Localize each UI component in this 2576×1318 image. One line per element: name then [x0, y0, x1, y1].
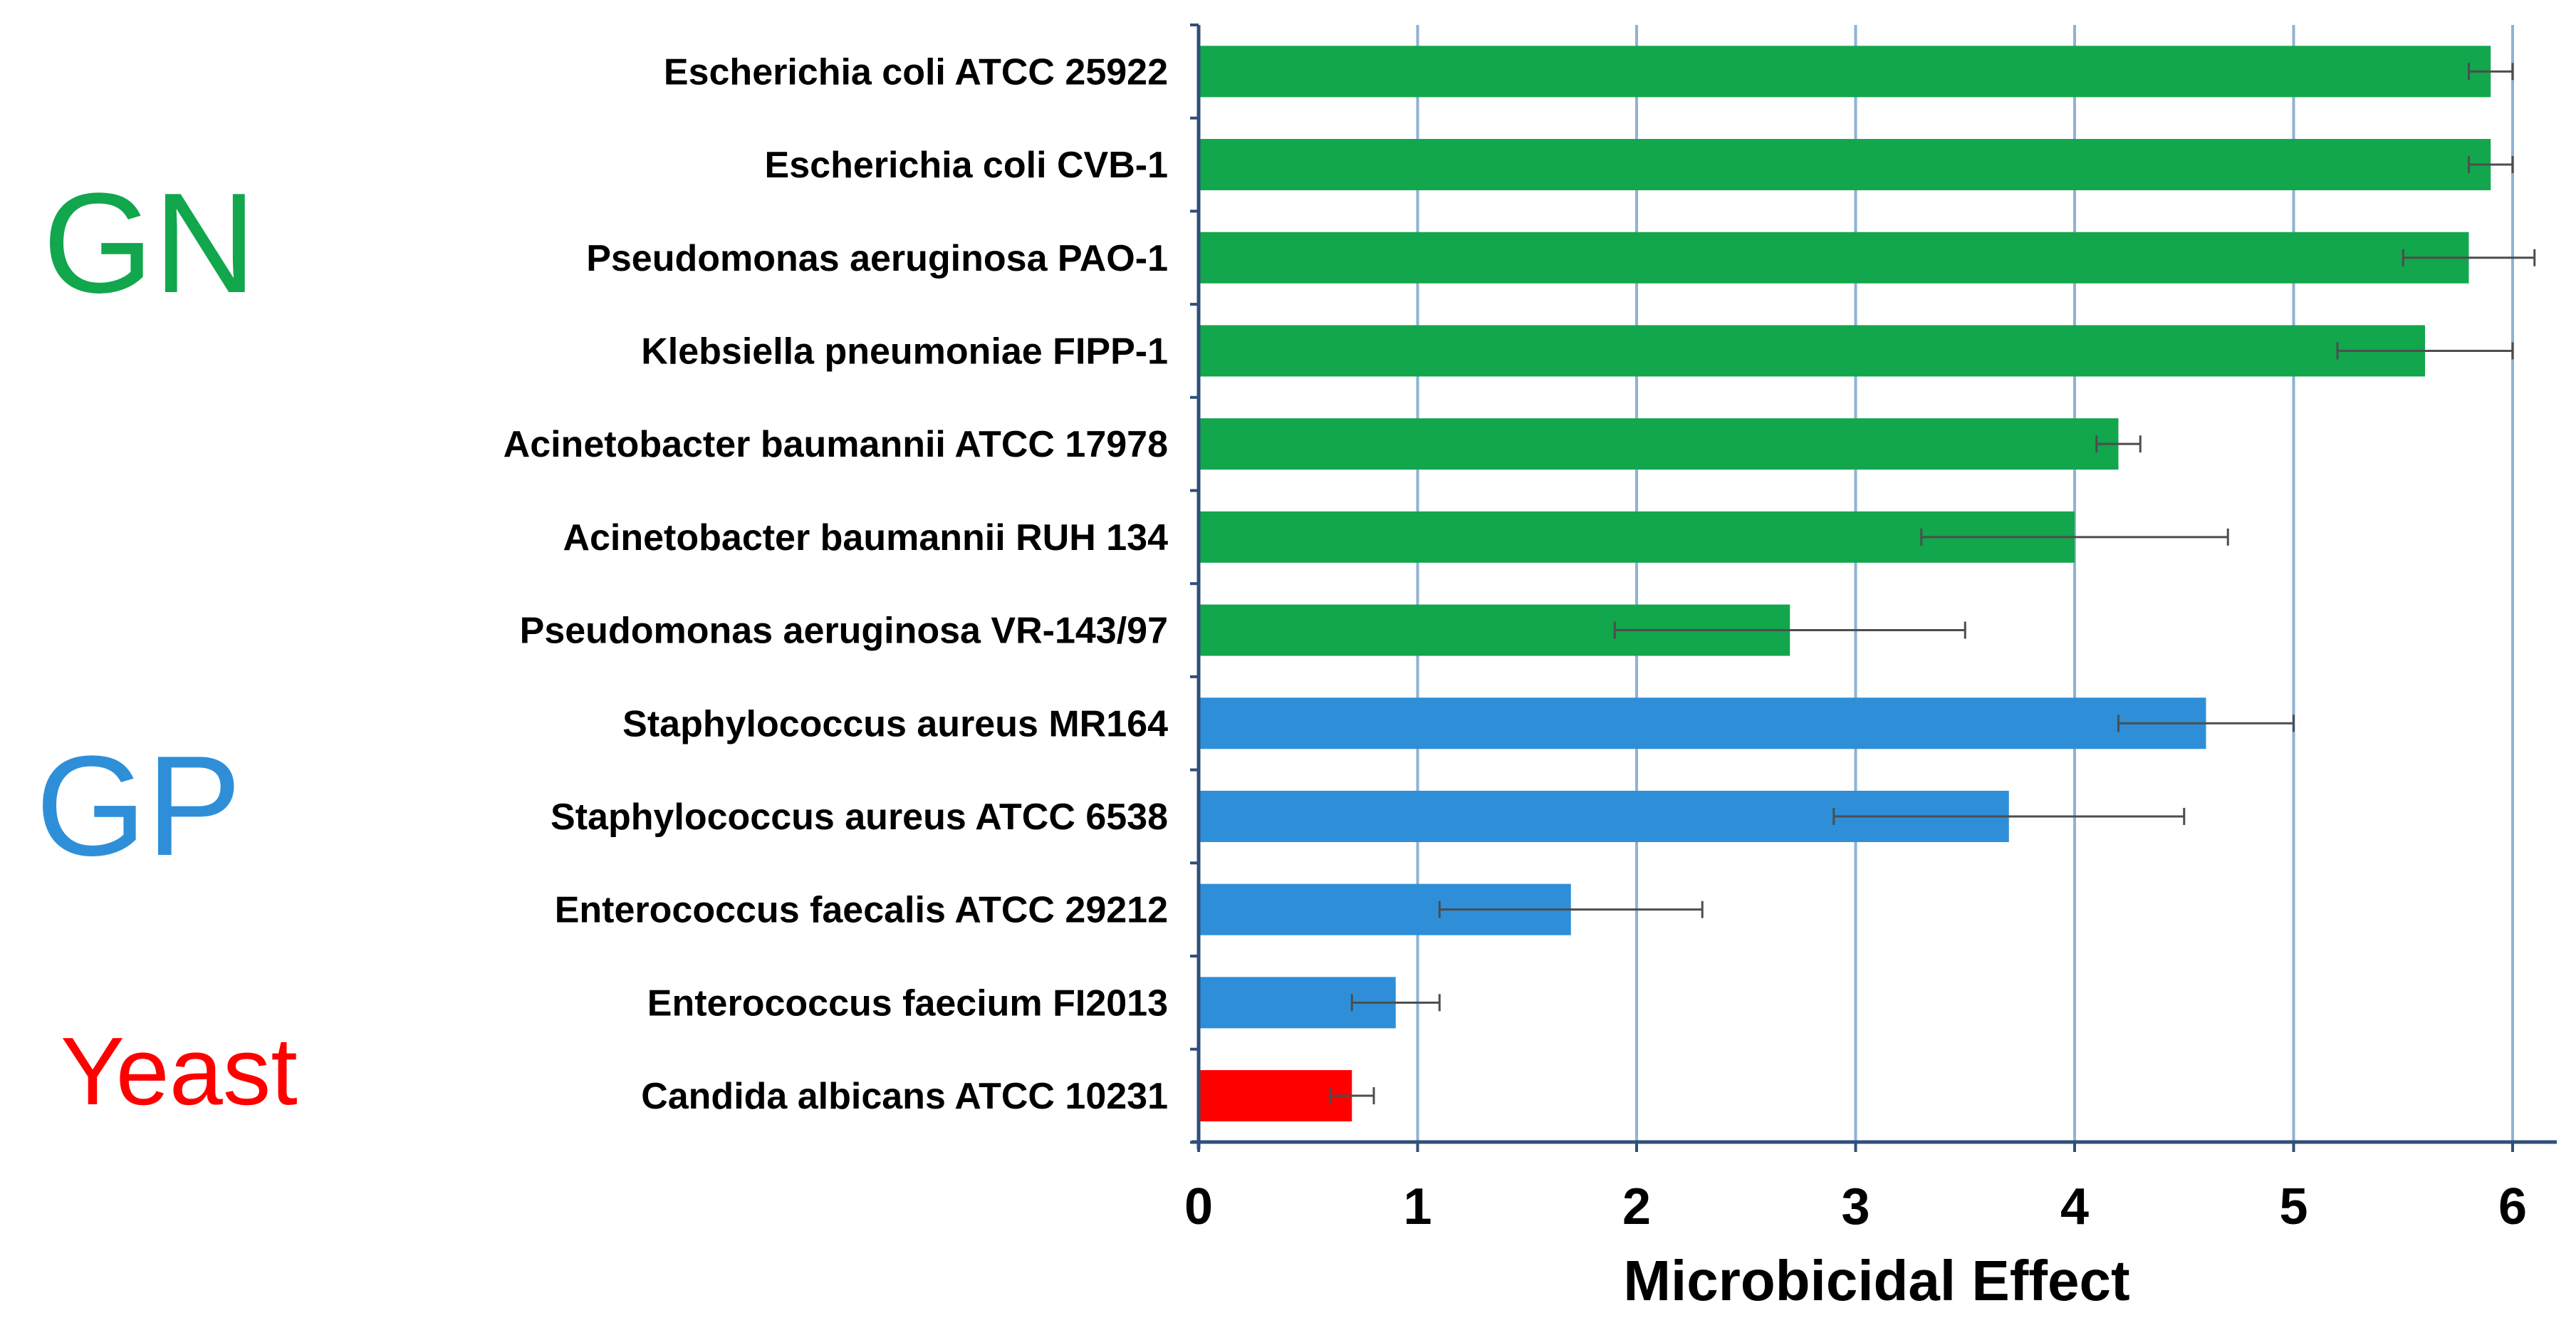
error-bar-1 — [2468, 156, 2514, 174]
error-bar-9 — [1438, 901, 1704, 918]
category-label-3: Klebsiella pneumoniae FIPP-1 — [641, 331, 1168, 372]
bar-11 — [1199, 1070, 1352, 1122]
category-label-9: Enterococcus faecalis ATCC 29212 — [555, 890, 1168, 931]
category-labels: Escherichia coli ATCC 25922 Escherichia c… — [504, 51, 1168, 1117]
category-label-2: Pseudomonas aeruginosa PAO-1 — [586, 238, 1168, 279]
category-label-11: Candida albicans ATCC 10231 — [641, 1076, 1168, 1117]
error-bar-7 — [2117, 715, 2295, 732]
x-tick-label-4: 4 — [2060, 1178, 2089, 1235]
error-bar-3 — [2336, 342, 2514, 360]
error-bar-6 — [1613, 621, 1966, 639]
error-bar-4 — [2095, 435, 2142, 453]
bar-4 — [1199, 418, 2119, 470]
bar-7 — [1199, 697, 2206, 749]
category-label-0: Escherichia coli ATCC 25922 — [664, 51, 1168, 93]
category-label-1: Escherichia coli CVB-1 — [765, 145, 1168, 186]
error-bar-10 — [1350, 994, 1441, 1012]
x-tick-label-0: 0 — [1184, 1178, 1213, 1235]
error-bars — [1329, 63, 2536, 1105]
category-label-5: Acinetobacter baumannii RUH 134 — [563, 517, 1168, 559]
x-axis-title: Microbicidal Effect — [1623, 1249, 2129, 1312]
axes — [1190, 24, 2557, 1152]
bar-0 — [1199, 46, 2491, 98]
bar-1 — [1199, 139, 2491, 191]
error-bar-8 — [1832, 807, 2186, 825]
x-tick-labels: 0 1 2 3 4 5 6 — [1184, 1178, 2527, 1235]
error-bar-0 — [2468, 63, 2514, 81]
category-label-8: Staphylococcus aureus ATCC 6538 — [551, 796, 1168, 838]
bar-3 — [1199, 325, 2425, 377]
x-tick-label-5: 5 — [2279, 1178, 2308, 1235]
bars — [1199, 46, 2491, 1122]
error-bar-2 — [2402, 249, 2536, 266]
category-label-4: Acinetobacter baumannii ATCC 17978 — [504, 424, 1168, 465]
x-tick-label-3: 3 — [1841, 1178, 1870, 1235]
group-label-gn: GN — [43, 164, 256, 323]
group-label-yeast: Yeast — [61, 1017, 298, 1125]
x-tick-label-2: 2 — [1622, 1178, 1651, 1235]
bar-2 — [1199, 232, 2469, 284]
error-bar-11 — [1329, 1087, 1375, 1105]
x-tick-label-6: 6 — [2498, 1178, 2527, 1235]
x-tick-label-1: 1 — [1403, 1178, 1432, 1235]
category-label-7: Staphylococcus aureus MR164 — [622, 703, 1168, 744]
category-label-6: Pseudomonas aeruginosa VR-143/97 — [520, 611, 1168, 652]
group-labels: GN GP Yeast — [36, 164, 298, 1125]
error-bar-5 — [1920, 528, 2229, 546]
group-label-gp: GP — [36, 727, 241, 886]
category-label-10: Enterococcus faecium FI2013 — [647, 982, 1168, 1024]
grid-lines — [1416, 25, 2514, 1142]
